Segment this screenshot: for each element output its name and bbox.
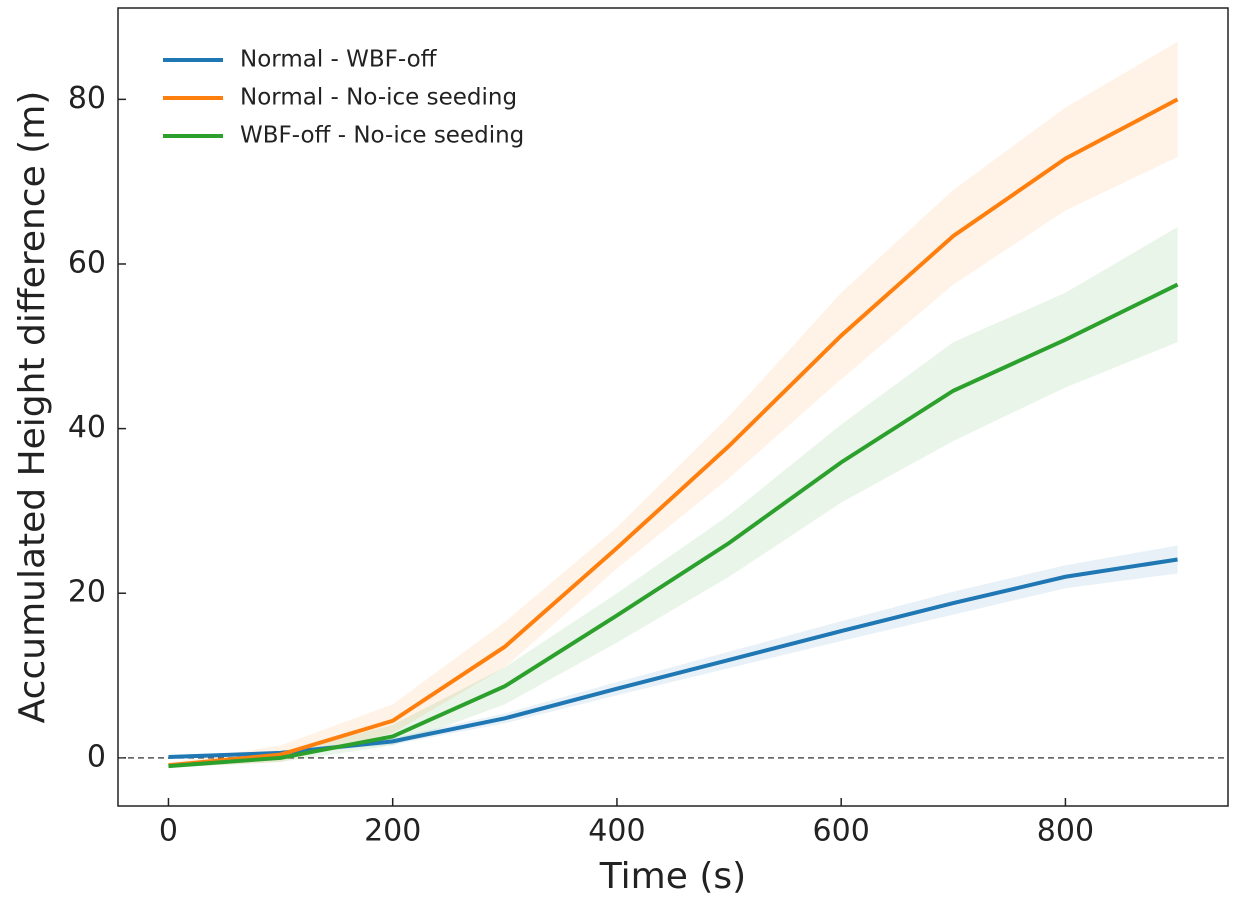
x-tick-label: 400 [588,814,645,849]
y-tick-label: 80 [68,81,106,116]
uncertainty-band [168,545,1178,758]
legend-label: WBF-off - No-ice seeding [240,123,524,149]
y-tick-label: 20 [68,575,106,610]
x-tick-label: 800 [1037,814,1094,849]
y-tick-label: 40 [68,410,106,445]
plot-frame [117,7,1229,807]
uncertainty-band [168,41,1178,768]
y-tick-label: 0 [87,739,106,774]
line [168,97,1179,768]
x-tick-label: 200 [364,814,421,849]
x-tick-label: 600 [813,814,870,849]
y-tick-label: 60 [68,245,106,280]
line [168,282,1179,769]
y-axis-label: Accumulated Height difference (m) [12,91,53,724]
x-tick-label: 0 [159,814,178,849]
legend-label: Normal - No-ice seeding [240,85,517,111]
legend-label: Normal - WBF-off [240,47,438,73]
x-axis-label: Time (s) [599,856,746,897]
